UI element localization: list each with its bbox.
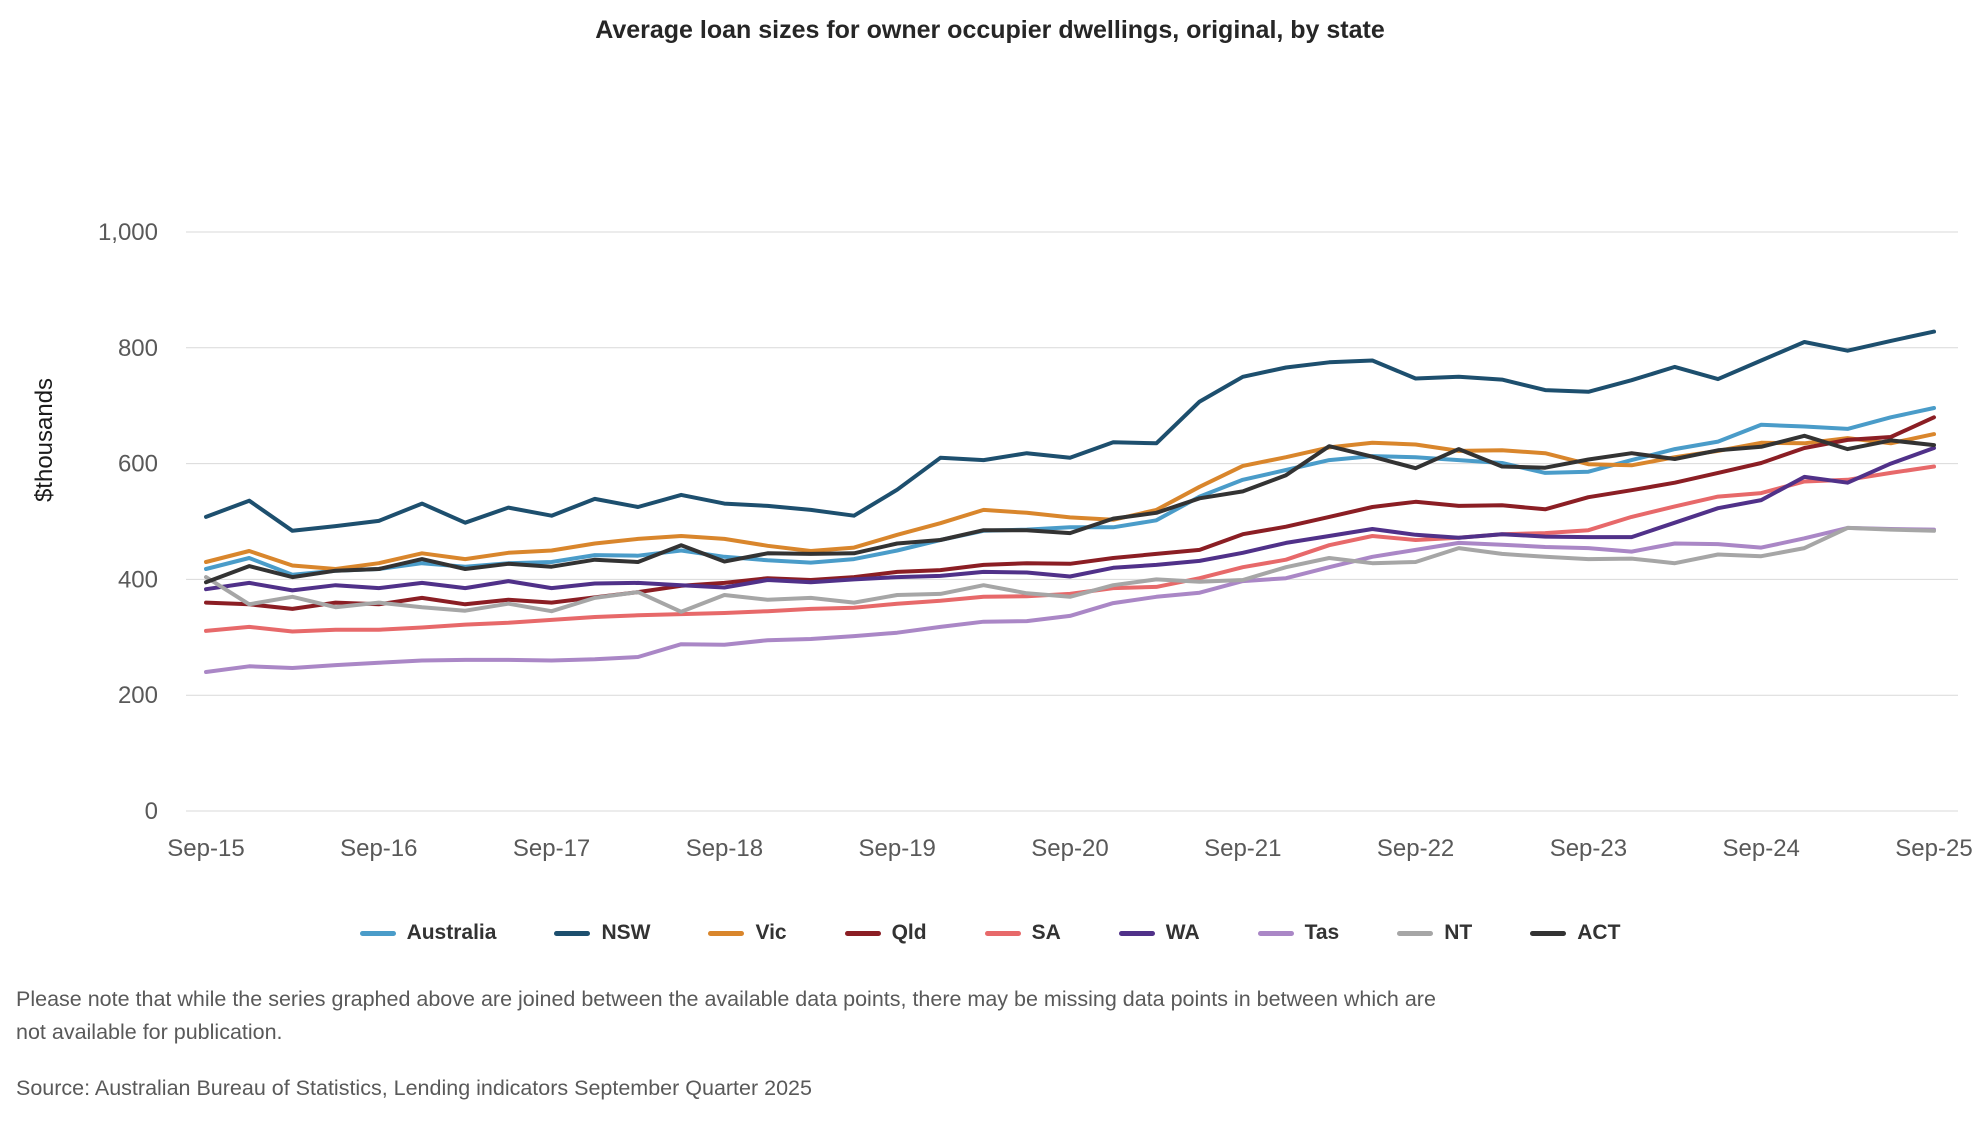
x-tick-label: Sep-18 [686,835,763,862]
x-tick-label: Sep-22 [1377,835,1454,862]
legend-item-nsw[interactable]: NSW [554,921,650,945]
legend-swatch-qld [844,930,881,936]
x-tick-label: Sep-21 [1204,835,1281,862]
legend-label-tas: Tas [1304,921,1340,944]
legend-item-vic[interactable]: Vic [708,921,787,945]
y-tick-label: 400 [118,566,158,593]
y-tick-label: 1,000 [98,219,158,246]
line-chart-canvas: 0 200 400 600 800 1,000 $thousands Sep-15 Sep-16… [31,219,1973,862]
chart-legend: Australia NSW Vic Qld SA WA Tas NT ACT [0,921,1980,945]
series-line-wa [204,446,1936,593]
x-tick-label: Sep-15 [167,835,244,862]
series-line-nsw [204,329,1936,533]
legend-swatch-act [1530,930,1567,936]
series-line-act [204,433,1936,585]
legend-label-qld: Qld [891,921,927,944]
y-tick-label: 0 [145,798,158,825]
series-line-sa [204,464,1936,634]
source-text: Source: Australian Bureau of Statistics,… [16,1076,812,1100]
legend-swatch-nsw [554,930,591,936]
y-tick-label: 800 [118,335,158,362]
legend-swatch-vic [708,930,745,936]
legend-item-nt[interactable]: NT [1397,921,1472,945]
legend-item-wa[interactable]: WA [1118,921,1200,945]
x-tick-label: Sep-16 [340,835,417,862]
legend-label-vic: Vic [755,921,787,944]
legend-label-nt: NT [1444,921,1473,944]
y-axis-title: $thousands [31,378,58,502]
y-tick-label: 600 [118,451,158,478]
series-line-australia [204,406,1936,577]
legend-label-wa: WA [1165,921,1200,944]
series-line-nt [204,525,1936,614]
y-tick-label: 200 [118,682,158,709]
x-tick-label: Sep-19 [859,835,936,862]
x-tick-label: Sep-20 [1031,835,1108,862]
note-text: Please note that while the series graphe… [16,987,1436,1044]
legend-label-nsw: NSW [601,921,651,944]
legend-item-australia[interactable]: Australia [359,921,497,945]
legend-label-australia: Australia [406,921,497,944]
legend-swatch-nt [1397,930,1434,936]
x-tick-label: Sep-24 [1723,835,1800,862]
legend-item-sa[interactable]: SA [984,921,1061,945]
series-line-vic [204,432,1936,571]
legend-swatch-australia [359,930,396,936]
legend-item-act[interactable]: ACT [1530,921,1620,945]
x-tick-label: Sep-17 [513,835,590,862]
x-tick-label: Sep-23 [1550,835,1627,862]
legend-swatch-tas [1257,930,1294,936]
x-tick-label: Sep-25 [1895,835,1972,862]
page-title: Average loan sizes for owner occupier dw… [595,16,1385,44]
legend-label-act: ACT [1577,921,1621,944]
legend-item-qld[interactable]: Qld [844,921,927,945]
legend-label-sa: SA [1031,921,1061,944]
legend-item-tas[interactable]: Tas [1257,921,1340,945]
series-line-qld [204,415,1936,611]
legend-swatch-sa [984,930,1021,936]
legend-swatch-wa [1118,930,1155,936]
series-line-tas [204,525,1936,674]
